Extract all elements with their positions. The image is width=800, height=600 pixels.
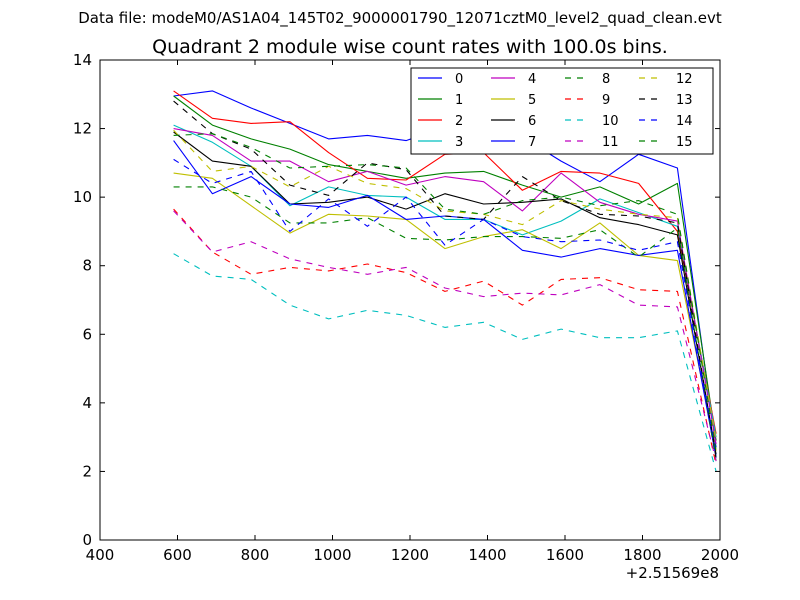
figure-suptitle: Data file: modeM0/AS1A04_145T02_90000017… xyxy=(78,9,722,27)
series-6-line xyxy=(173,131,717,455)
x-tick-label: 1000 xyxy=(313,546,351,564)
x-offset-label: +2.51569e8 xyxy=(626,564,719,582)
series-layer xyxy=(173,90,717,472)
legend-label-9: 9 xyxy=(602,93,610,108)
chart-title: Quadrant 2 module wise count rates with … xyxy=(152,36,668,58)
legend-label-2: 2 xyxy=(455,114,463,129)
y-tick-label: 6 xyxy=(82,325,92,343)
y-tick-label: 12 xyxy=(73,120,92,138)
legend-box xyxy=(410,67,714,155)
series-8-line xyxy=(173,186,717,462)
x-tick-label: 1600 xyxy=(546,546,584,564)
x-tick-label: 600 xyxy=(163,546,192,564)
x-tick-label: 1800 xyxy=(623,546,661,564)
series-11-line xyxy=(173,210,717,462)
legend-label-6: 6 xyxy=(528,114,536,129)
legend-label-5: 5 xyxy=(528,93,536,108)
y-tick-label: 8 xyxy=(82,257,92,275)
legend-label-0: 0 xyxy=(455,72,463,87)
series-7-line xyxy=(173,140,717,458)
series-9-line xyxy=(173,208,717,465)
legend-label-15: 15 xyxy=(676,135,693,150)
legend-label-7: 7 xyxy=(528,135,536,150)
series-10-line xyxy=(173,253,717,472)
legend-label-4: 4 xyxy=(528,72,536,87)
legend-label-11: 11 xyxy=(602,135,619,150)
legend-label-14: 14 xyxy=(676,114,693,129)
x-tick-label: 1400 xyxy=(468,546,506,564)
legend-label-13: 13 xyxy=(676,93,693,108)
series-3-line xyxy=(173,124,717,438)
x-tick-label: 800 xyxy=(241,546,270,564)
series-1-line xyxy=(173,95,717,441)
legend-label-3: 3 xyxy=(455,135,463,150)
y-tick-label: 10 xyxy=(73,188,92,206)
series-14-line xyxy=(173,158,717,455)
series-4-line xyxy=(173,128,717,445)
series-12-line xyxy=(173,129,717,441)
legend-label-12: 12 xyxy=(676,72,693,87)
y-tick-label: 4 xyxy=(82,394,92,412)
series-13-line xyxy=(173,100,717,458)
y-tick-label: 2 xyxy=(82,462,92,480)
axis-layer: 400 600 800 1000 1200 1400 1600 1800 20000246810… xyxy=(73,51,739,564)
legend-label-8: 8 xyxy=(602,72,610,87)
legend-label-1: 1 xyxy=(455,93,463,108)
y-tick-label: 0 xyxy=(82,531,92,549)
legend-label-10: 10 xyxy=(602,114,619,129)
series-15-line xyxy=(173,133,717,451)
x-tick-label: 400 xyxy=(86,546,115,564)
y-tick-label: 14 xyxy=(73,51,92,69)
x-tick-label: 2000 xyxy=(701,546,739,564)
series-5-line xyxy=(173,172,717,452)
x-tick-label: 1200 xyxy=(391,546,429,564)
